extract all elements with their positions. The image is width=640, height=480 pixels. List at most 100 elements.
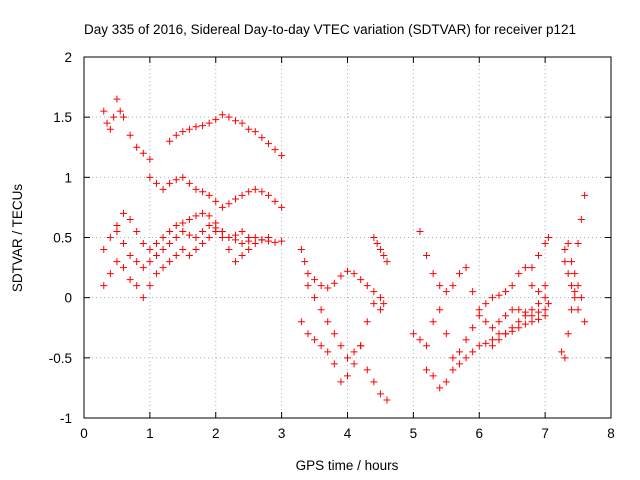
data-point <box>475 312 483 320</box>
data-point <box>383 396 391 404</box>
data-point <box>133 282 141 290</box>
series-arc-3 <box>166 111 286 160</box>
data-point <box>120 264 128 272</box>
data-point <box>521 264 529 272</box>
data-point <box>199 240 207 248</box>
data-point <box>110 113 118 121</box>
data-point <box>357 342 365 350</box>
x-tick-label: 0 <box>80 426 88 441</box>
data-point <box>535 288 543 296</box>
data-point <box>515 324 523 332</box>
data-point <box>139 240 147 248</box>
data-point <box>271 238 279 246</box>
data-point <box>515 318 523 326</box>
data-point <box>462 336 470 344</box>
series-arc-9 <box>304 282 391 404</box>
data-point <box>469 324 477 332</box>
data-point <box>370 378 378 386</box>
data-point <box>330 279 338 287</box>
data-point <box>113 95 121 103</box>
data-point <box>245 125 253 133</box>
data-point <box>238 191 246 199</box>
data-point <box>264 191 272 199</box>
data-point <box>218 227 226 235</box>
data-point <box>383 258 391 266</box>
data-point <box>571 288 579 296</box>
data-point <box>172 176 180 184</box>
data-point <box>212 224 220 232</box>
data-point <box>245 234 253 241</box>
data-point <box>264 234 272 241</box>
data-points <box>100 95 589 404</box>
data-point <box>126 131 134 139</box>
data-point <box>376 306 384 314</box>
data-point <box>442 330 450 338</box>
data-point <box>166 258 174 266</box>
data-point <box>311 294 319 302</box>
data-point <box>436 384 444 392</box>
data-point <box>541 312 549 320</box>
data-point <box>574 282 582 290</box>
data-point <box>311 336 319 344</box>
data-point <box>541 240 549 248</box>
data-point <box>462 264 470 272</box>
data-point <box>515 270 523 278</box>
data-point <box>577 294 585 302</box>
x-tick-label: 7 <box>541 426 549 441</box>
data-point <box>488 342 496 350</box>
data-point <box>495 291 503 299</box>
data-point <box>106 125 114 133</box>
data-point <box>271 146 279 154</box>
data-point <box>120 240 128 248</box>
data-point <box>541 282 549 290</box>
data-point <box>574 240 582 248</box>
data-point <box>185 231 193 239</box>
data-point <box>113 227 121 235</box>
data-point <box>159 246 167 254</box>
data-point <box>159 264 167 272</box>
data-point <box>337 342 345 350</box>
data-point <box>152 270 160 278</box>
data-point <box>337 272 345 280</box>
data-point <box>561 354 569 362</box>
data-point <box>192 246 200 254</box>
data-point <box>449 282 457 290</box>
data-point <box>370 234 378 241</box>
data-point <box>311 276 319 284</box>
data-point <box>179 219 187 227</box>
y-tick-label: -1 <box>60 411 72 426</box>
data-point <box>218 234 226 241</box>
data-point <box>409 330 417 338</box>
y-tick-label: 1 <box>64 170 72 185</box>
data-point <box>535 252 543 260</box>
data-point <box>376 390 384 398</box>
data-point <box>126 276 134 284</box>
data-point <box>564 330 572 338</box>
data-point <box>139 149 147 157</box>
data-point <box>363 318 371 326</box>
data-point <box>370 300 378 308</box>
x-tick-label: 2 <box>212 426 220 441</box>
data-point <box>571 270 579 278</box>
chart-title: Day 335 of 2016, Sidereal Day-to-day VTE… <box>84 22 576 37</box>
data-point <box>232 258 240 266</box>
data-point <box>278 203 286 211</box>
x-tick-label: 3 <box>278 426 286 441</box>
data-point <box>146 155 154 163</box>
data-point <box>528 282 536 290</box>
y-tick-label: 1.5 <box>53 110 72 125</box>
data-point <box>304 330 312 338</box>
data-point <box>133 143 141 151</box>
data-point <box>488 324 496 332</box>
data-point <box>212 197 220 205</box>
data-point <box>528 318 536 326</box>
data-point <box>344 267 351 275</box>
data-point <box>205 212 213 220</box>
data-point <box>103 119 111 127</box>
data-point <box>139 264 147 272</box>
data-point <box>146 173 154 181</box>
data-point <box>258 236 266 244</box>
data-point <box>152 179 160 187</box>
data-point <box>455 270 463 278</box>
